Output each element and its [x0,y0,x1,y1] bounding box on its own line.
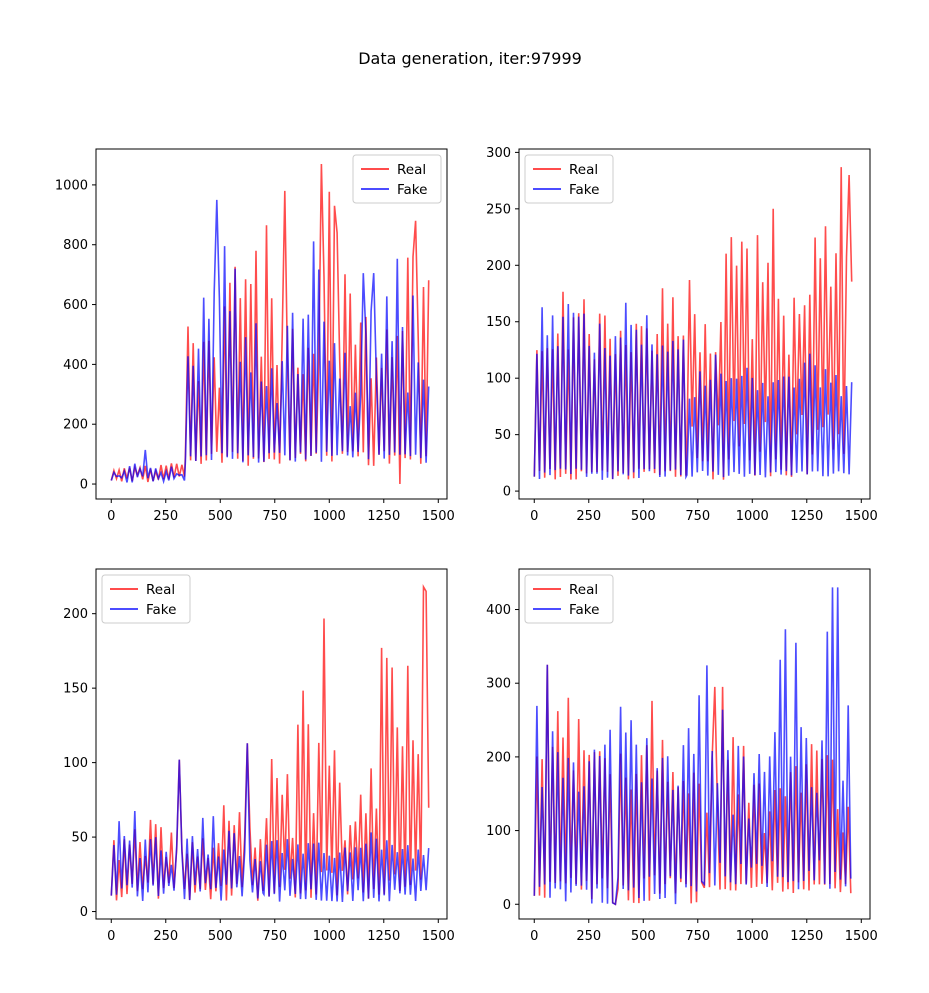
series-line-fake [110,199,430,485]
legend-label-fake: Fake [569,182,599,198]
y-tick-label: 100 [486,824,511,839]
x-tick-label: 0 [107,509,115,524]
y-tick-label: 1000 [55,178,88,193]
subplot-grid: 0 250 500 750 1000 1250 150002004006008001000R… [55,146,878,944]
x-tick-label: 250 [576,929,601,944]
y-tick-label: 150 [63,682,88,697]
y-tick-label: 400 [486,603,511,618]
x-tick-label: 750 [262,929,287,944]
x-tick-label: 500 [208,929,233,944]
legend: Real Fake [524,154,614,204]
x-tick-label: 1250 [790,509,823,524]
x-tick-label: 1000 [736,509,769,524]
series-line-real [110,163,430,485]
x-tick-label: 1500 [422,929,455,944]
series-line-fake [533,302,853,480]
legend-box [524,154,614,204]
legend-label-fake: Fake [146,602,176,618]
x-tick-label: 1000 [313,929,346,944]
y-tick-label: 0 [80,478,88,493]
y-tick-label: 600 [63,298,88,313]
legend-label-real: Real [146,582,175,598]
y-tick-label: 200 [486,750,511,765]
legend-box [101,574,191,624]
axes-frame [95,148,448,500]
figure-title: Data generation, iter:97999 [358,49,582,68]
x-tick-label: 750 [685,509,710,524]
axes-frame [95,568,448,920]
y-tick-label: 300 [486,146,511,161]
legend-box [524,574,614,624]
y-tick-label: 800 [63,238,88,253]
x-tick-label: 0 [530,929,538,944]
legend-label-real: Real [569,162,598,178]
series-line-fake [110,743,430,902]
y-tick-label: 150 [486,315,511,330]
y-tick-label: 400 [63,358,88,373]
subplot-4: 0 250 500 750 1000 1250 1500 0 100 200 300 400 Real F… [486,568,878,944]
y-tick-label: 0 [503,898,511,913]
axes-frame [518,148,871,500]
legend-label-fake: Fake [397,182,427,198]
x-tick-label: 750 [262,509,287,524]
x-tick-label: 1250 [367,509,400,524]
axes-frame [518,568,871,920]
x-tick-label: 0 [530,509,538,524]
subplot-3: 0 250 500 750 1000 1250 1500 0 50 100 150 200 Real Fa… [63,568,455,944]
x-tick-label: 1250 [790,929,823,944]
legend-label-fake: Fake [569,602,599,618]
subplot-2: 0 250 500 750 1000 1250 1500 0 50 100 150 200 250 300… [486,146,878,524]
x-tick-label: 1000 [736,929,769,944]
x-tick-label: 1500 [422,509,455,524]
legend: Real Fake [101,574,191,624]
x-tick-label: 1000 [313,509,346,524]
y-tick-label: 0 [503,485,511,500]
y-tick-label: 50 [71,831,88,846]
subplot-1: 0 250 500 750 1000 1250 1500 0 200 400 600 800 1000 R… [55,148,455,524]
legend-box [352,154,442,204]
x-tick-label: 1250 [367,929,400,944]
legend: Real Fake [524,574,614,624]
x-tick-label: 250 [576,509,601,524]
x-tick-label: 1500 [845,509,878,524]
x-tick-label: 250 [153,929,178,944]
y-tick-label: 200 [63,607,88,622]
x-tick-label: 500 [631,929,656,944]
x-tick-label: 1500 [845,929,878,944]
y-tick-label: 200 [63,418,88,433]
legend: Real Fake [352,154,442,204]
y-tick-label: 300 [486,677,511,692]
x-tick-label: 500 [208,509,233,524]
legend-label-real: Real [569,582,598,598]
x-tick-label: 500 [631,509,656,524]
series-line-fake [533,587,852,906]
x-tick-label: 750 [685,929,710,944]
y-tick-label: 100 [486,372,511,387]
x-tick-label: 250 [153,509,178,524]
y-tick-label: 0 [80,905,88,920]
legend-label-real: Real [397,162,426,178]
y-tick-label: 100 [63,756,88,771]
x-tick-label: 0 [107,929,115,944]
y-tick-label: 200 [486,259,511,274]
y-tick-label: 250 [486,202,511,217]
y-tick-label: 50 [494,428,511,443]
